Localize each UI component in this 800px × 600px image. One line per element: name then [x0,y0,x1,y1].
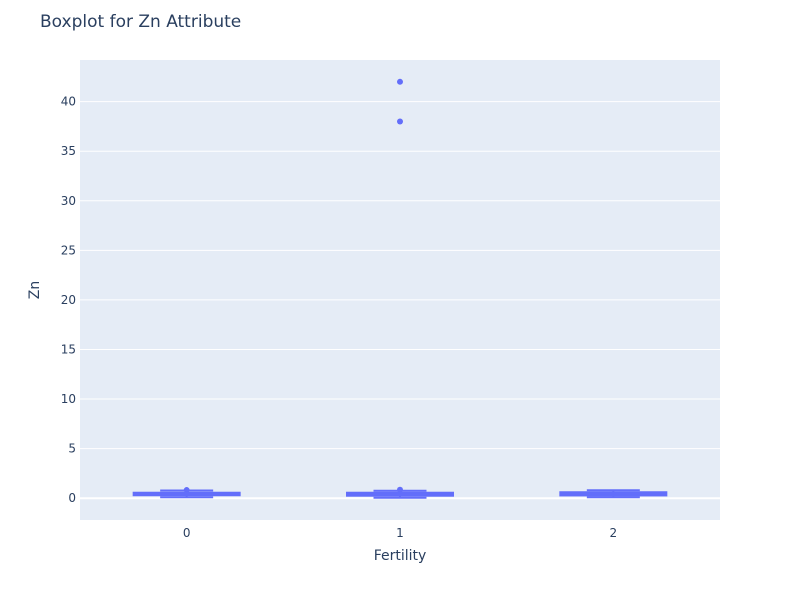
y-tick-label: 5 [68,442,76,456]
y-tick-label: 15 [61,342,76,356]
plot-area [80,60,720,520]
x-axis-title: Fertility [374,548,427,564]
outlier-point [397,118,403,125]
y-axis-title: Zn [27,281,43,299]
x-tick-label: 0 [183,526,191,540]
x-tick-label: 1 [396,526,404,540]
y-axis-ticks: 0 5 10 15 20 25 30 35 40 [61,95,76,506]
y-tick-label: 20 [61,293,76,307]
box-marks [132,78,668,499]
outlier-point [397,486,403,493]
box-group [346,78,454,499]
outlier-point [397,78,403,85]
y-tick-label: 10 [61,392,76,406]
y-tick-label: 30 [61,194,76,208]
x-tick-label: 2 [610,526,618,540]
y-tick-label: 0 [68,491,76,505]
y-tick-label: 25 [61,243,76,257]
box-group [559,489,668,499]
x-axis-ticks: 0 1 2 [183,526,617,540]
chart-title: Boxplot for Zn Attribute [40,12,242,32]
box-group [132,487,241,499]
outlier-point [183,487,190,494]
y-tick-label: 35 [61,144,76,158]
y-tick-label: 40 [61,95,76,109]
